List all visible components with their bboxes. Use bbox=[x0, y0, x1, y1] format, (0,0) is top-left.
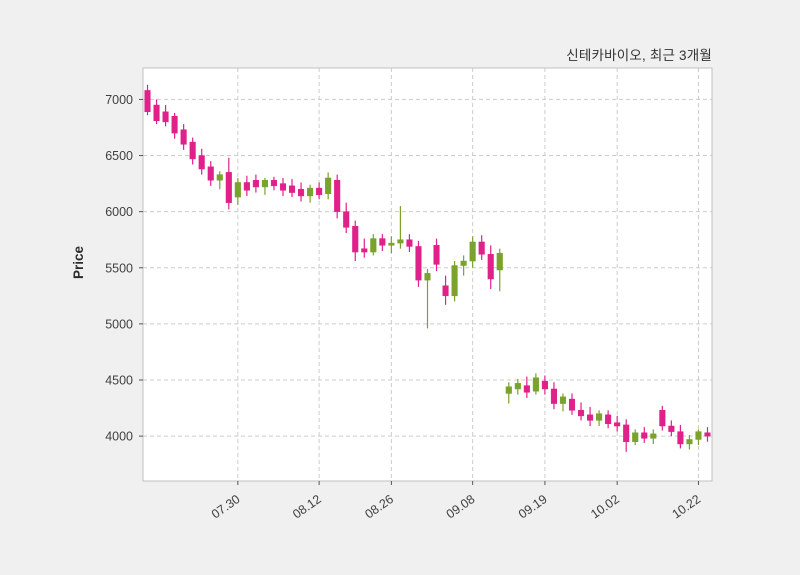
candle-up bbox=[307, 187, 314, 197]
x-tick-label: 07.30 bbox=[209, 492, 243, 521]
candle-down bbox=[316, 187, 323, 196]
candle-down bbox=[442, 285, 449, 297]
candle-down bbox=[252, 179, 259, 188]
candle-down bbox=[171, 116, 178, 134]
candle-down bbox=[587, 414, 594, 421]
candle-up bbox=[424, 273, 431, 281]
candle-down bbox=[605, 414, 612, 425]
candle-up bbox=[496, 252, 503, 271]
candle-up bbox=[216, 174, 223, 181]
candle-down bbox=[189, 141, 196, 160]
y-tick-label: 4500 bbox=[105, 373, 133, 387]
candle-up bbox=[325, 177, 332, 194]
y-tick-label: 5000 bbox=[105, 317, 133, 331]
candle-down bbox=[352, 225, 359, 253]
candle-up bbox=[505, 386, 512, 394]
chart-title: 신테카바이오, 최근 3개월 bbox=[566, 48, 712, 63]
candle-down bbox=[406, 239, 413, 247]
candle-down bbox=[415, 246, 422, 281]
candle-down bbox=[288, 185, 296, 193]
candle-down bbox=[487, 254, 494, 280]
candle-up bbox=[451, 265, 458, 297]
candle-up bbox=[559, 396, 567, 404]
candle-down bbox=[279, 183, 287, 191]
candle-down bbox=[243, 182, 250, 191]
x-tick-label: 10.02 bbox=[588, 492, 622, 521]
candle-down bbox=[641, 432, 648, 439]
candle-down bbox=[144, 90, 151, 113]
y-tick-label: 6500 bbox=[105, 149, 133, 163]
candle-down bbox=[704, 432, 711, 437]
candle-down bbox=[379, 238, 386, 246]
candle-down bbox=[433, 245, 440, 265]
candle-down bbox=[541, 380, 548, 390]
candle-down bbox=[568, 398, 576, 411]
candle-down bbox=[478, 241, 485, 255]
y-tick-label: 7000 bbox=[105, 93, 133, 107]
candle-up bbox=[632, 432, 639, 442]
x-tick-label: 09.19 bbox=[516, 492, 550, 521]
candle-up bbox=[234, 182, 241, 198]
candle-up bbox=[388, 242, 395, 246]
candle-down bbox=[677, 431, 684, 445]
candle-down bbox=[180, 129, 187, 145]
y-tick-label: 5500 bbox=[105, 261, 133, 275]
candle-up bbox=[460, 260, 467, 266]
candle-up bbox=[650, 433, 657, 439]
candle-down bbox=[523, 385, 530, 393]
candle-up bbox=[596, 413, 603, 421]
candle-up bbox=[261, 179, 268, 188]
candle-up bbox=[370, 238, 377, 253]
candle-up bbox=[397, 239, 404, 244]
candle-down bbox=[298, 188, 305, 197]
plot-border bbox=[142, 67, 713, 482]
candle-down bbox=[614, 422, 621, 427]
candle-up bbox=[695, 431, 702, 440]
candle-down bbox=[659, 410, 666, 427]
candle-down bbox=[225, 172, 232, 203]
candle-down bbox=[361, 248, 368, 253]
candle-down bbox=[623, 424, 630, 442]
candle-up bbox=[514, 383, 521, 390]
x-tick-label: 08.26 bbox=[362, 492, 396, 521]
candle-down bbox=[153, 104, 160, 121]
candle-down bbox=[668, 425, 675, 432]
candle-down bbox=[343, 211, 350, 228]
candle-down bbox=[577, 410, 585, 417]
x-tick-label: 09.08 bbox=[444, 492, 478, 521]
candle-up bbox=[532, 377, 539, 392]
candle-down bbox=[198, 155, 205, 170]
candle-down bbox=[270, 179, 278, 187]
y-tick-label: 4000 bbox=[105, 430, 133, 444]
x-tick-label: 10.22 bbox=[670, 492, 704, 521]
candle-down bbox=[207, 166, 214, 181]
candle-up bbox=[469, 241, 476, 262]
x-tick-label: 08.12 bbox=[290, 492, 324, 521]
y-tick-label: 6000 bbox=[105, 205, 133, 219]
candle-down bbox=[162, 111, 169, 123]
candle-down bbox=[334, 179, 341, 212]
candle-up bbox=[686, 439, 693, 445]
candle-down bbox=[550, 388, 557, 404]
